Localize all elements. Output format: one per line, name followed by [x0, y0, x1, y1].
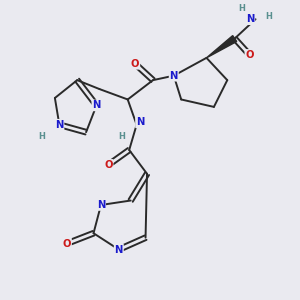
Text: O: O [104, 160, 112, 170]
Text: N: N [97, 200, 105, 210]
Text: N: N [169, 71, 178, 81]
Text: H: H [38, 132, 45, 141]
Polygon shape [206, 36, 237, 58]
Text: O: O [245, 50, 254, 60]
Text: O: O [131, 59, 140, 69]
Text: N: N [115, 244, 123, 255]
Text: H: H [118, 132, 125, 141]
Text: N: N [92, 100, 101, 110]
Text: O: O [62, 238, 71, 249]
Text: N: N [55, 120, 64, 130]
Text: H: H [239, 4, 246, 13]
Text: N: N [246, 14, 254, 24]
Text: N: N [136, 117, 144, 128]
Text: H: H [266, 12, 272, 21]
